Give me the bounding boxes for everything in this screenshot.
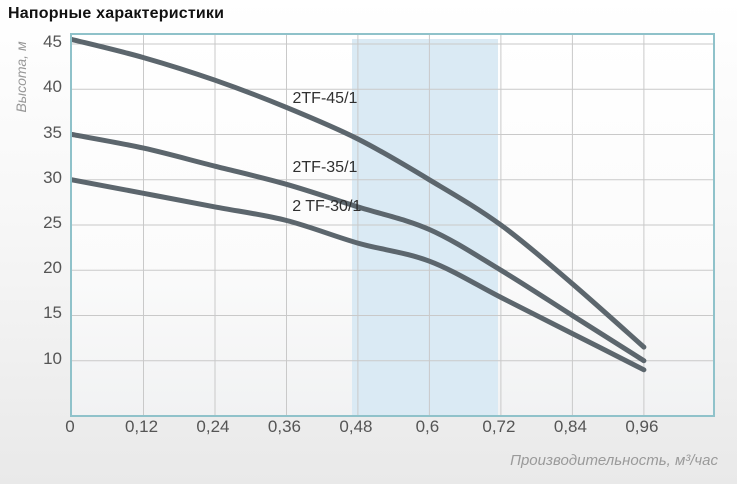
- y-tick-label: 15: [43, 303, 62, 323]
- curve-2tf-35-1: [72, 132, 647, 364]
- page-title: Напорные характеристики: [8, 5, 225, 22]
- y-tick-label: 40: [43, 77, 62, 97]
- y-tick-label: 20: [43, 258, 62, 278]
- y-tick-label: 25: [43, 213, 62, 232]
- y-tick-label: 45: [43, 32, 62, 52]
- y-tick-label: 30: [43, 167, 62, 187]
- x-tick-label: 0: [65, 417, 75, 436]
- x-tick-label: 0,6: [415, 417, 440, 436]
- curve-label-2tf-35-1: 2TF-35/1: [292, 158, 358, 176]
- chart-area: [70, 33, 715, 417]
- curve-label-2-tf-30-1: 2 TF-30/1: [292, 197, 362, 215]
- x-tick-label: 0,72: [482, 417, 516, 436]
- x-tick-label: 0,48: [339, 417, 373, 436]
- x-axis-label: Производительность, м³/час: [510, 452, 718, 469]
- x-tick-label: 0,84: [553, 417, 587, 436]
- x-tick-label: 0,24: [196, 417, 230, 436]
- y-tick-label: 10: [43, 348, 62, 368]
- y-tick-label: 35: [43, 122, 62, 142]
- curve-2tf-45-1: [72, 37, 647, 350]
- curve-2-tf-30-1: [72, 177, 647, 373]
- curve-label-2tf-45-1: 2TF-45/1: [292, 90, 358, 108]
- x-tick-label: 0,12: [124, 417, 159, 436]
- x-tick-label: 0,36: [267, 417, 301, 436]
- plot-svg: [72, 35, 713, 415]
- x-tick-label: 0,96: [625, 417, 659, 436]
